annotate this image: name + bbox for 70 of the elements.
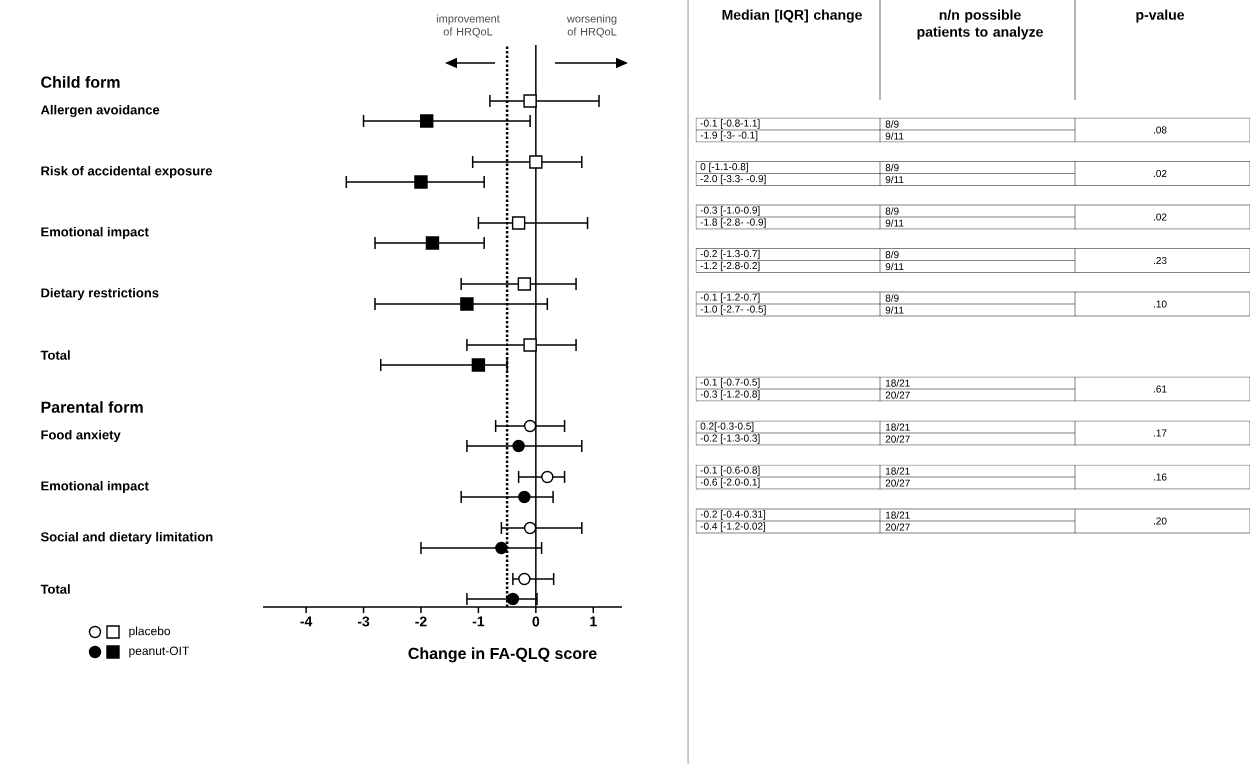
text: 8/9: [885, 250, 899, 259]
text: improvement of HRQoL: [436, 14, 500, 38]
y-tick-label: Social and dietary limitation: [40, 531, 213, 545]
text: -1.8 [-2.8- -0.9]: [700, 218, 766, 228]
text: .02: [1153, 169, 1167, 178]
text: -1.9 [-3- -0.1]: [700, 131, 758, 141]
y-tick-label: Risk of accidental exposure: [41, 165, 213, 179]
text: 20/27: [885, 391, 910, 399]
text: 9/11: [885, 175, 904, 184]
text: worsening of HRQoL: [566, 14, 617, 38]
text: -0.4 [-1.2-0.02]: [700, 522, 766, 532]
text: -0.1 [-0.7-0.5]: [700, 378, 760, 388]
text: -2.0 [-3.3- -0.9]: [700, 174, 766, 185]
text: -0.1 [-1.2-0.7]: [700, 293, 760, 303]
category-label: Median [IQR] change: [722, 9, 862, 23]
y-tick-label: Total: [40, 584, 70, 594]
x-axis-title: Change in FA-QLQ score: [408, 647, 597, 663]
x-tick-label: -3: [357, 616, 370, 627]
text: 9/11: [885, 132, 904, 140]
text: 9/11: [885, 306, 904, 314]
text: 20/27: [885, 523, 910, 531]
text: 20/27: [885, 435, 910, 443]
category-label: n/n possible patients to analyze: [917, 9, 1043, 40]
text: -0.2 [-1.3-0.7]: [700, 249, 760, 260]
legend-label: peanut-OIT: [129, 646, 189, 658]
text: 9/11: [885, 262, 904, 271]
x-tick-label: -4: [300, 616, 313, 627]
text: 20/27: [885, 479, 910, 487]
x-tick-label: 0: [532, 616, 540, 627]
x-tick-label: -1: [472, 616, 485, 627]
text: 18/21: [885, 379, 910, 387]
text: .17: [1153, 429, 1167, 437]
text: 8/9: [885, 294, 899, 302]
text: -0.1 [-0.8-1.1]: [700, 119, 760, 129]
text: 18/21: [885, 511, 910, 519]
text: -1.2 [-2.8-0.2]: [700, 261, 760, 272]
text: 8/9: [885, 207, 899, 215]
text: 18/21: [885, 423, 910, 431]
text: .23: [1153, 256, 1167, 265]
text: Child form: [41, 76, 120, 88]
y-tick-label: Emotional impact: [41, 480, 149, 494]
text: -0.2 [-1.3-0.3]: [700, 434, 760, 444]
text: .08: [1153, 126, 1167, 134]
text: 9/11: [885, 219, 904, 227]
text: .61: [1153, 385, 1167, 393]
text: -1.0 [-2.7- -0.5]: [700, 305, 766, 315]
text: -0.1 [-0.6-0.8]: [700, 466, 760, 476]
text: -0.3 [-1.2-0.8]: [700, 390, 760, 400]
text: Parental form: [41, 401, 143, 413]
text: -0.6 [-2.0-0.1]: [700, 478, 760, 488]
text: 0.2[-0.3-0.5]: [700, 422, 754, 432]
category-label: p-value: [1136, 9, 1185, 23]
text: 8/9: [885, 120, 899, 128]
text: 0 [-1.1-0.8]: [700, 162, 748, 173]
y-tick-label: Dietary restrictions: [41, 287, 159, 301]
text: -0.2 [-0.4-0.31]: [700, 510, 766, 520]
text: -0.3 [-1.0-0.9]: [700, 206, 760, 216]
text: .02: [1153, 213, 1167, 221]
x-tick-label: -2: [415, 616, 427, 627]
text: .20: [1153, 517, 1167, 525]
text: .10: [1153, 300, 1167, 308]
text: .16: [1153, 473, 1167, 481]
text: 8/9: [885, 163, 899, 172]
y-tick-label: Total: [40, 350, 70, 360]
x-tick-label: 1: [590, 616, 597, 627]
legend-label: placebo: [129, 626, 171, 638]
y-tick-label: Allergen avoidance: [40, 104, 160, 118]
y-tick-label: Emotional impact: [41, 226, 149, 240]
y-tick-label: Food anxiety: [41, 429, 121, 443]
text: 18/21: [885, 467, 910, 475]
